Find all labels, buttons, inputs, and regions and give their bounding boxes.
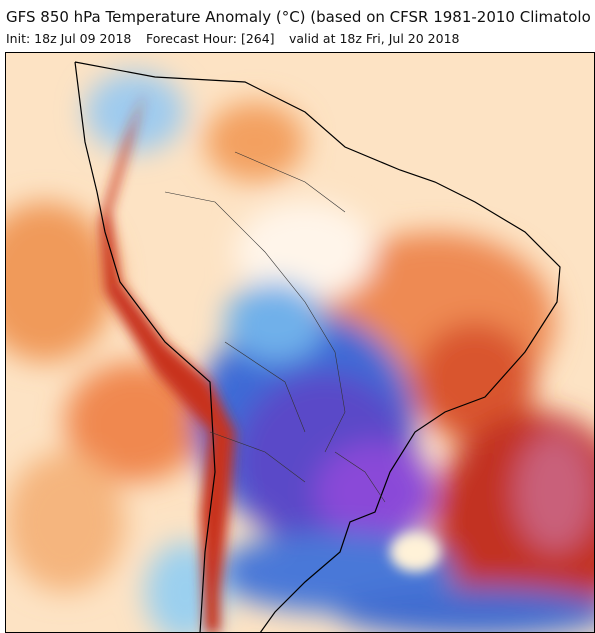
borders: [164, 151, 386, 503]
valid-time: valid at 18z Fri, Jul 20 2018: [289, 31, 460, 46]
anomaly-map: [5, 52, 595, 633]
anomaly-field: [5, 52, 595, 633]
coastline: [74, 61, 561, 633]
forecast-hour: Forecast Hour: [264]: [146, 31, 275, 46]
map-title: GFS 850 hPa Temperature Anomaly (°C) (ba…: [6, 8, 591, 26]
init-time: Init: 18z Jul 09 2018: [6, 31, 132, 46]
